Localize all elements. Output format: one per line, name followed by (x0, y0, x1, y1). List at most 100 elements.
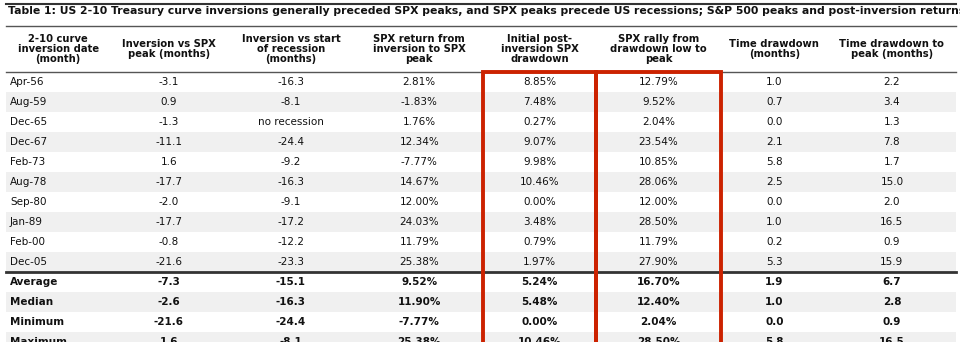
Text: -17.2: -17.2 (277, 217, 304, 227)
Text: 28.50%: 28.50% (636, 337, 681, 342)
Text: 0.27%: 0.27% (523, 117, 556, 127)
Text: -2.0: -2.0 (158, 197, 179, 207)
Text: 5.24%: 5.24% (521, 277, 558, 287)
Text: 25.38%: 25.38% (397, 337, 441, 342)
Bar (6, 272, 956, 292)
Text: Table 1: US 2-10 Treasury curve inversions generally preceded SPX peaks, and SPX: Table 1: US 2-10 Treasury curve inversio… (8, 6, 960, 16)
Text: 2.04%: 2.04% (640, 317, 677, 327)
Bar (6, 192, 956, 212)
Text: Jan-89: Jan-89 (10, 217, 43, 227)
Text: 11.79%: 11.79% (399, 237, 439, 247)
Bar (6, 232, 956, 252)
Text: Dec-65: Dec-65 (10, 117, 47, 127)
Text: Initial post-: Initial post- (507, 34, 572, 44)
Text: 2-10 curve: 2-10 curve (29, 34, 88, 44)
Text: -0.8: -0.8 (158, 237, 179, 247)
Text: -17.7: -17.7 (156, 177, 182, 187)
Text: 9.98%: 9.98% (523, 157, 557, 167)
Bar (6, 212, 956, 232)
Text: -7.77%: -7.77% (401, 157, 438, 167)
Text: 16.5: 16.5 (879, 337, 904, 342)
Text: Dec-67: Dec-67 (10, 137, 47, 147)
Text: 0.7: 0.7 (766, 97, 782, 107)
Text: Feb-73: Feb-73 (10, 157, 45, 167)
Text: (months): (months) (749, 49, 800, 59)
Text: drawdown low to: drawdown low to (611, 44, 707, 54)
Text: peak: peak (645, 54, 672, 64)
Text: 14.67%: 14.67% (399, 177, 439, 187)
Text: 0.9: 0.9 (882, 317, 901, 327)
Text: -21.6: -21.6 (156, 257, 182, 267)
Text: -24.4: -24.4 (276, 317, 306, 327)
Text: -24.4: -24.4 (277, 137, 304, 147)
Text: -16.3: -16.3 (277, 177, 304, 187)
Text: Aug-59: Aug-59 (10, 97, 47, 107)
Text: 28.06%: 28.06% (638, 177, 679, 187)
Text: Time drawdown: Time drawdown (730, 39, 819, 49)
Text: 12.79%: 12.79% (638, 77, 679, 87)
Text: inversion date: inversion date (17, 44, 99, 54)
Text: Aug-78: Aug-78 (10, 177, 47, 187)
Text: Minimum: Minimum (10, 317, 64, 327)
Text: 16.5: 16.5 (880, 217, 903, 227)
Bar (596, 72, 721, 342)
Text: -2.6: -2.6 (157, 297, 180, 307)
Text: 5.8: 5.8 (765, 337, 783, 342)
Text: 2.0: 2.0 (883, 197, 900, 207)
Text: -3.1: -3.1 (158, 77, 179, 87)
Text: of recession: of recession (257, 44, 325, 54)
Text: 11.79%: 11.79% (638, 237, 679, 247)
Text: 2.2: 2.2 (883, 77, 900, 87)
Text: 1.0: 1.0 (766, 217, 782, 227)
Text: SPX return from: SPX return from (373, 34, 466, 44)
Text: 0.0: 0.0 (766, 197, 782, 207)
Text: 15.0: 15.0 (880, 177, 903, 187)
Text: no recession: no recession (258, 117, 324, 127)
Text: -8.1: -8.1 (279, 337, 302, 342)
Text: 2.04%: 2.04% (642, 117, 675, 127)
Text: peak (months): peak (months) (128, 49, 209, 59)
Text: 1.6: 1.6 (159, 337, 178, 342)
Text: -23.3: -23.3 (277, 257, 304, 267)
Text: 3.4: 3.4 (883, 97, 900, 107)
Bar (6, 72, 956, 92)
Text: 0.9: 0.9 (883, 237, 900, 247)
Text: Median: Median (10, 297, 53, 307)
Text: 5.8: 5.8 (766, 157, 782, 167)
Text: Inversion vs start: Inversion vs start (242, 34, 341, 44)
Text: 0.2: 0.2 (766, 237, 782, 247)
Bar (6, 292, 956, 312)
Text: -21.6: -21.6 (154, 317, 183, 327)
Text: 8.85%: 8.85% (523, 77, 557, 87)
Text: (month): (month) (36, 54, 81, 64)
Text: 0.00%: 0.00% (523, 197, 556, 207)
Bar (6, 152, 956, 172)
Text: 9.52%: 9.52% (401, 277, 438, 287)
Text: -16.3: -16.3 (276, 297, 306, 307)
Text: -8.1: -8.1 (281, 97, 301, 107)
Text: 9.52%: 9.52% (642, 97, 675, 107)
Bar (6, 252, 956, 272)
Text: 2.1: 2.1 (766, 137, 782, 147)
Text: 5.48%: 5.48% (521, 297, 558, 307)
Text: 0.9: 0.9 (160, 97, 177, 107)
Text: 7.8: 7.8 (883, 137, 900, 147)
Text: Feb-00: Feb-00 (10, 237, 45, 247)
Bar (6, 112, 956, 132)
Text: 12.00%: 12.00% (638, 197, 679, 207)
Text: 27.90%: 27.90% (638, 257, 679, 267)
Text: 23.54%: 23.54% (638, 137, 679, 147)
Text: 5.3: 5.3 (766, 257, 782, 267)
Text: inversion to SPX: inversion to SPX (372, 44, 466, 54)
Text: 2.81%: 2.81% (402, 77, 436, 87)
Text: 1.6: 1.6 (160, 157, 177, 167)
Text: 2.8: 2.8 (882, 297, 901, 307)
Bar (6, 332, 956, 342)
Text: 0.00%: 0.00% (521, 317, 558, 327)
Text: 28.50%: 28.50% (638, 217, 679, 227)
Text: Time drawdown to: Time drawdown to (839, 39, 945, 49)
Text: 10.85%: 10.85% (638, 157, 679, 167)
Text: peak (months): peak (months) (851, 49, 933, 59)
Text: 1.3: 1.3 (883, 117, 900, 127)
Text: (months): (months) (265, 54, 317, 64)
